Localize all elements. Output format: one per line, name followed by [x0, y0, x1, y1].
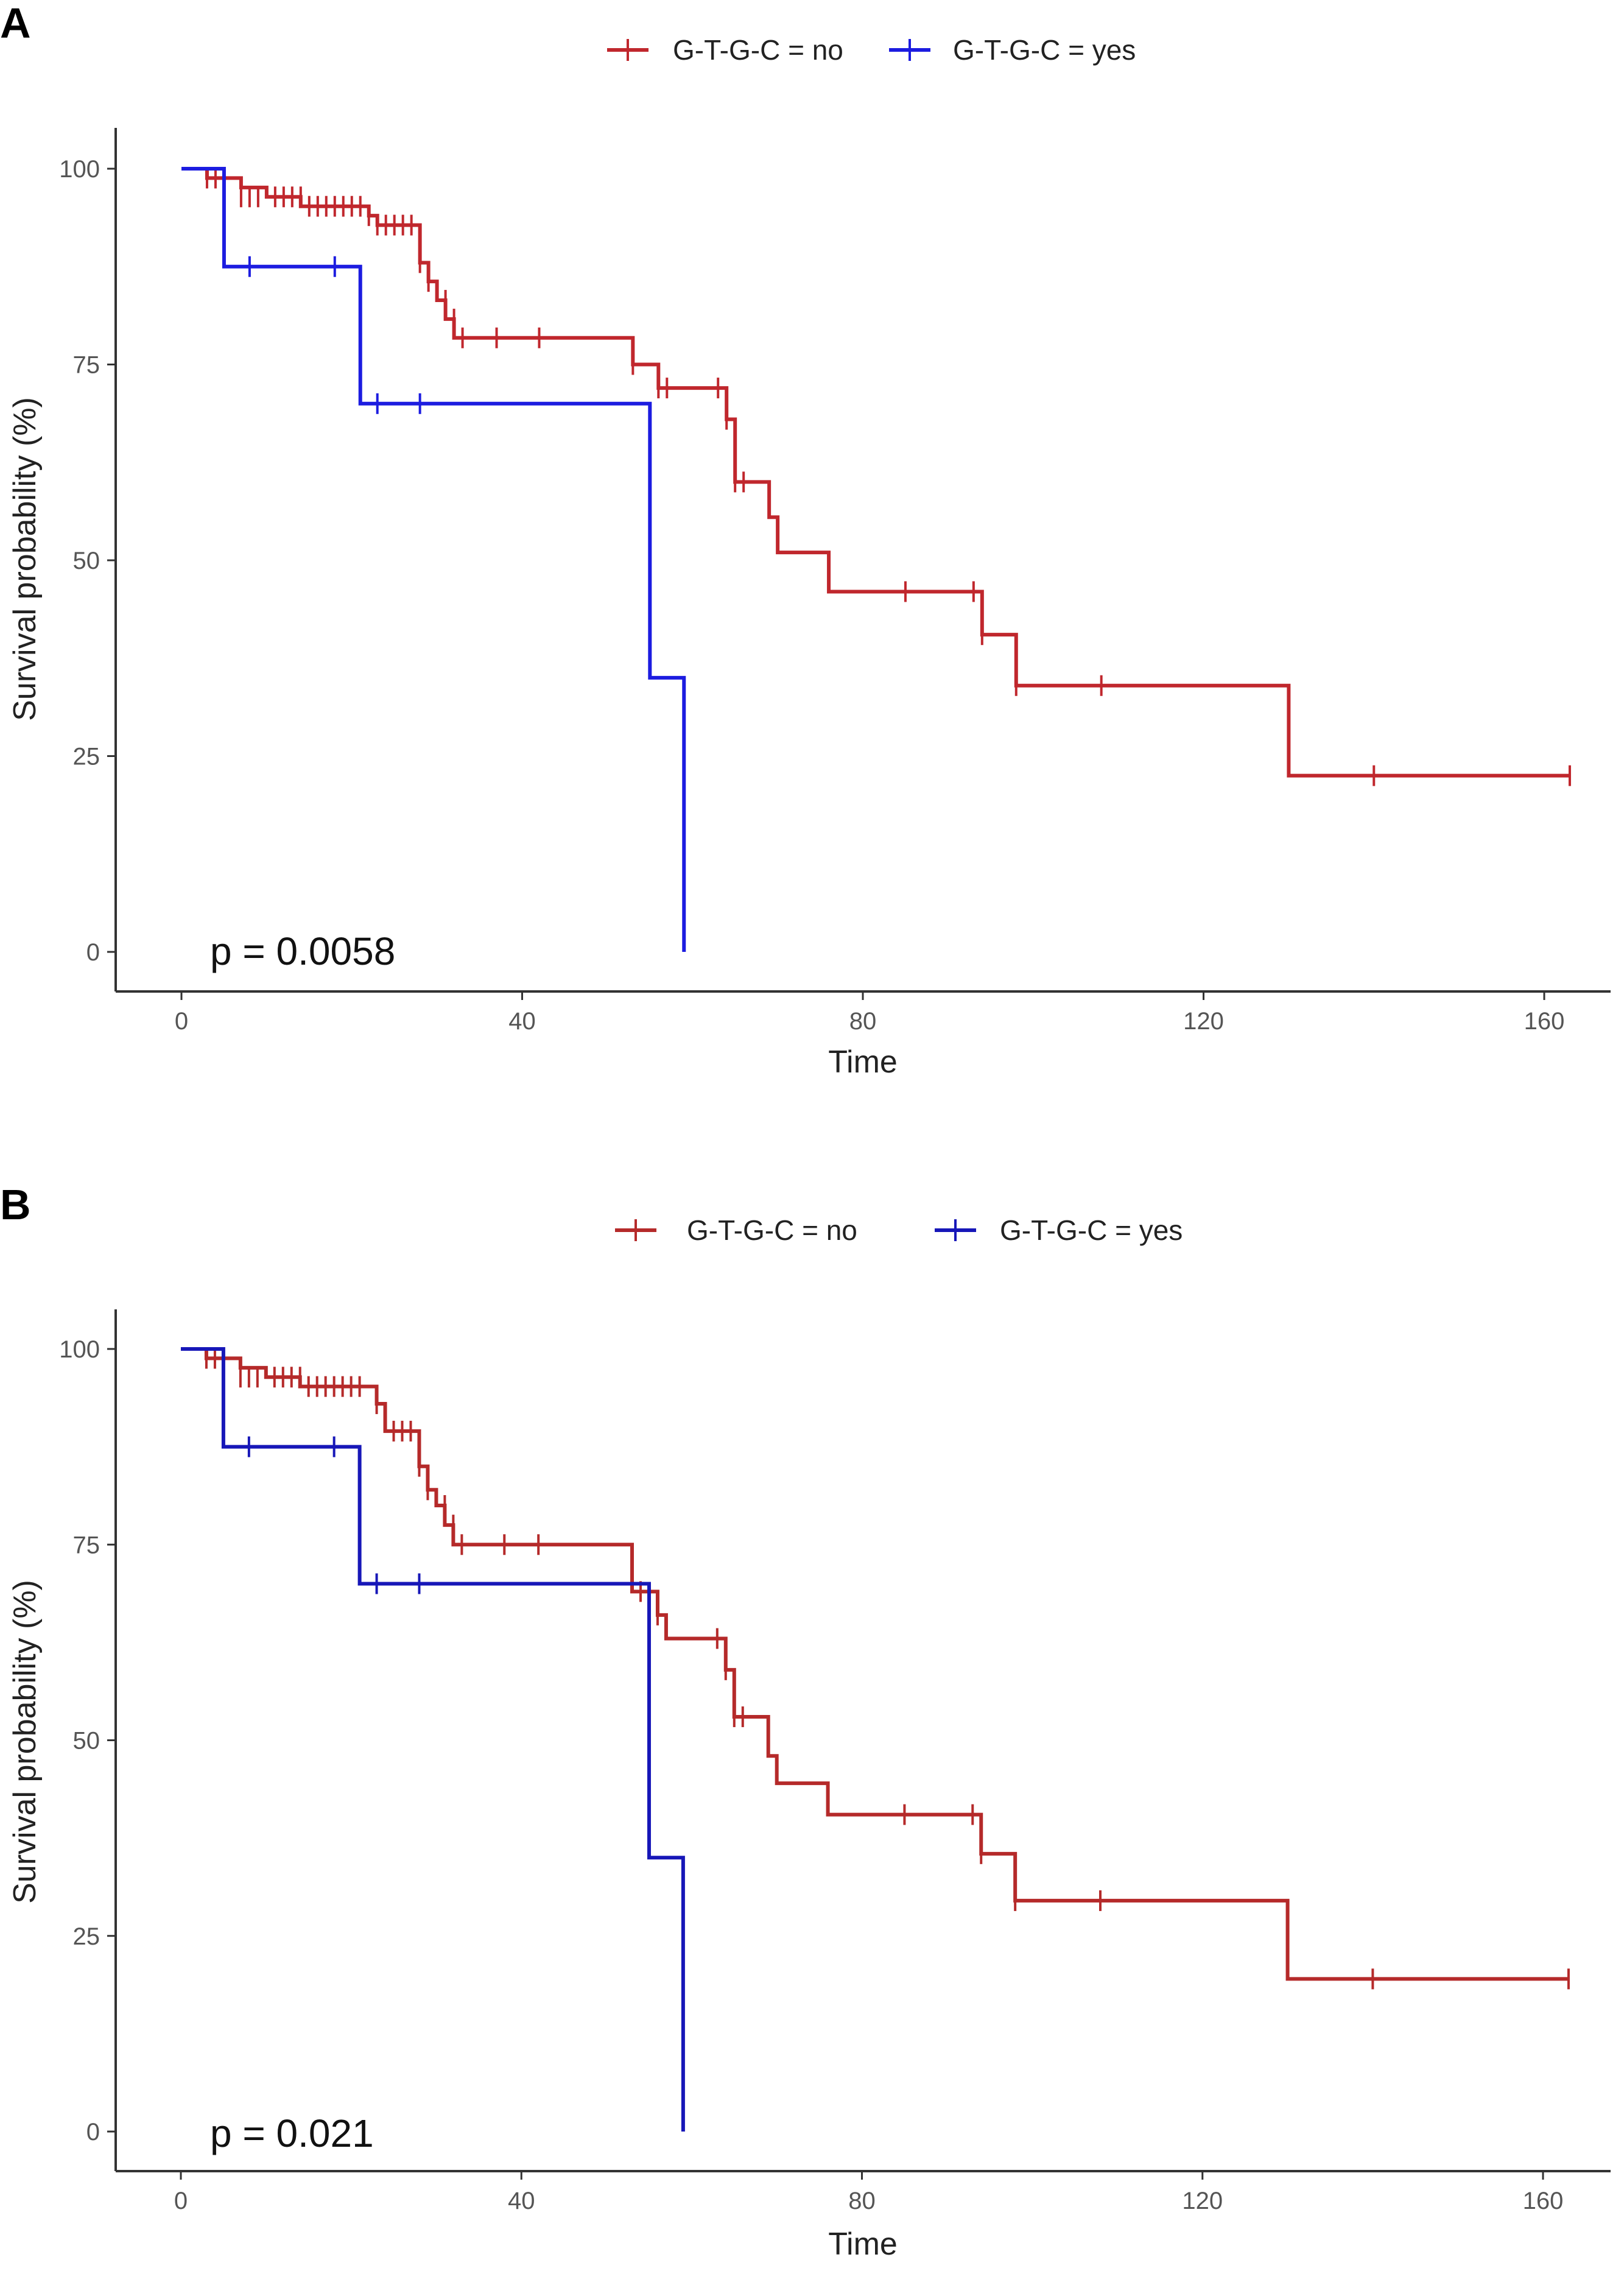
y-tick-label-a-75: 75: [73, 352, 100, 379]
legend-b-label-no: G-T-G-C = no: [687, 1214, 857, 1246]
y-tick-label-a-0: 0: [86, 939, 100, 966]
legend-b-label-yes: G-T-G-C = yes: [1000, 1214, 1183, 1246]
legend-a-item-no: G-T-G-C = no: [607, 34, 843, 66]
x-tick-label-a-0: 0: [175, 1008, 188, 1035]
y-tick-label-a-25: 25: [73, 744, 100, 770]
legend-b-item-yes: G-T-G-C = yes: [935, 1214, 1183, 1246]
legend-a-label-no: G-T-G-C = no: [673, 34, 843, 66]
y-tick-label-a-50: 50: [73, 548, 100, 574]
y-tick-label-b-100: 100: [59, 1336, 100, 1363]
p-value-a: p = 0.0058: [210, 929, 395, 973]
panel-a: A G-T-G-C = no G-T-G-C = yes 02550751000…: [0, 0, 1611, 1080]
x-tick-label-b-160: 160: [1523, 2188, 1564, 2214]
curves-b: [181, 1347, 1570, 2132]
x-tick-label-a-160: 160: [1524, 1008, 1565, 1035]
axes-a: 0 25 50 75 100 0 40 80 120 160: [59, 128, 1611, 1035]
legend-b: G-T-G-C = no G-T-G-C = yes: [615, 1214, 1183, 1246]
y-axis-title-b: Survival probability (%): [7, 1580, 43, 1904]
x-tick-label-b-0: 0: [174, 2188, 188, 2214]
y-tick-label-b-50: 50: [73, 1728, 100, 1755]
x-axis-title-a: Time: [828, 1044, 898, 1080]
axes-b: 0 25 50 75 100 0 40 80 120 160: [59, 1309, 1611, 2214]
p-value-b: p = 0.021: [210, 2111, 374, 2155]
panel-b-label: B: [0, 1181, 31, 1228]
x-tick-label-b-120: 120: [1182, 2188, 1223, 2214]
km-curve-a-yes: [181, 167, 686, 952]
y-tick-label-a-100: 100: [59, 156, 100, 183]
km-curve-b-yes: [181, 1347, 685, 2132]
legend-a: G-T-G-C = no G-T-G-C = yes: [607, 34, 1136, 66]
x-tick-label-b-40: 40: [508, 2188, 535, 2214]
panel-b: B G-T-G-C = no G-T-G-C = yes 02550751000…: [0, 1181, 1611, 2262]
legend-a-item-yes: G-T-G-C = yes: [889, 34, 1136, 66]
x-axis-title-b: Time: [828, 2227, 898, 2262]
x-tick-label-a-40: 40: [508, 1008, 536, 1035]
y-tick-label-b-0: 0: [86, 2119, 100, 2146]
y-tick-label-b-25: 25: [73, 1923, 100, 1950]
x-tick-label-a-120: 120: [1183, 1008, 1224, 1035]
km-curve-b-no: [181, 1347, 1569, 1981]
panel-a-label: A: [0, 0, 31, 47]
curves-a: [181, 167, 1571, 952]
km-curve-a-no: [181, 167, 1570, 778]
legend-a-label-yes: G-T-G-C = yes: [953, 34, 1136, 66]
x-tick-label-b-80: 80: [848, 2188, 876, 2214]
y-axis-title-a: Survival probability (%): [7, 397, 43, 721]
y-tick-label-b-75: 75: [73, 1532, 100, 1558]
legend-b-item-no: G-T-G-C = no: [615, 1214, 857, 1246]
x-tick-label-a-80: 80: [849, 1008, 877, 1035]
